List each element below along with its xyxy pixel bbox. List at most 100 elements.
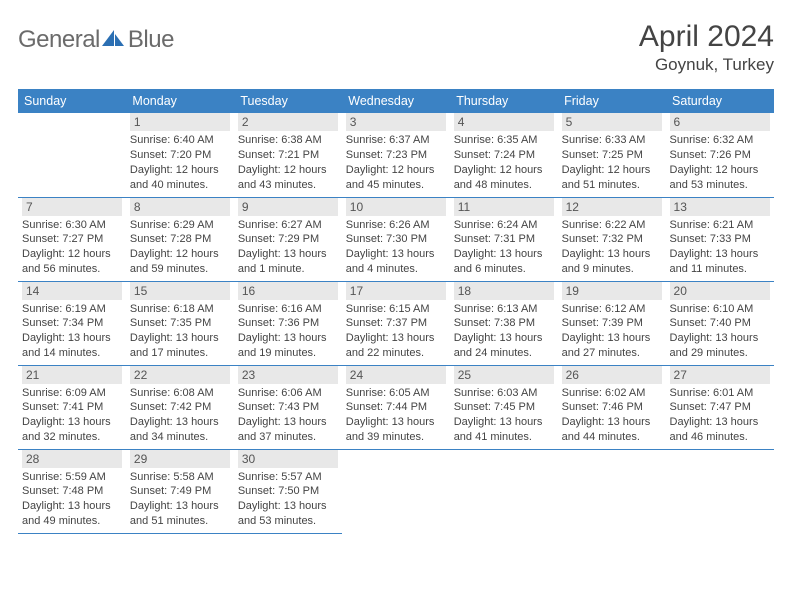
calendar-cell: 19Sunrise: 6:12 AMSunset: 7:39 PMDayligh… [558,281,666,365]
calendar-cell [666,449,774,533]
calendar-cell: 7Sunrise: 6:30 AMSunset: 7:27 PMDaylight… [18,197,126,281]
calendar-cell: 20Sunrise: 6:10 AMSunset: 7:40 PMDayligh… [666,281,774,365]
calendar-week-row: 28 Sunrise: 5:59 AMSunset: 7:48 PMDayligh… [18,449,774,533]
sunset-label: Sunset: [562,317,599,329]
sunrise-label: Sunrise: [130,219,170,231]
day-info: Sunrise: 6:24 AMSunset: 7:31 PMDaylight:… [454,218,554,277]
sunrise-label: Sunrise: [562,303,602,315]
sunrise-label: Sunrise: [238,219,278,231]
calendar-cell: 26Sunrise: 6:02 AMSunset: 7:46 PMDayligh… [558,365,666,449]
day-info: Sunrise: 6:05 AMSunset: 7:44 PMDaylight:… [346,386,446,445]
daylight-label: Daylight: [562,416,605,428]
day-number: 28 [22,450,122,468]
day-info: Sunrise: 5:57 AMSunset: 7:50 PMDaylight:… [238,470,338,529]
day-number: 26 [562,366,662,384]
daylight-label: Daylight: [346,164,389,176]
calendar-cell: 4Sunrise: 6:35 AMSunset: 7:24 PMDaylight… [450,113,558,197]
daylight-label: Daylight: [670,164,713,176]
sunrise-label: Sunrise: [238,134,278,146]
sunset-label: Sunset: [22,233,59,245]
sunset-label: Sunset: [562,149,599,161]
daylight-label: Daylight: [238,248,281,260]
calendar-cell: 22 Sunrise: 6:08 AMSunset: 7:42 PMDayligh… [126,365,234,449]
day-info: Sunrise: 6:01 AMSunset: 7:47 PMDaylight:… [670,386,770,445]
day-info: Sunrise: 6:33 AMSunset: 7:25 PMDaylight:… [562,133,662,192]
weekday-header: Monday [126,89,234,113]
sunset-label: Sunset: [454,401,491,413]
sunset-label: Sunset: [238,401,275,413]
sunrise-label: Sunrise: [562,219,602,231]
daylight-label: Daylight: [454,164,497,176]
daylight-label: Daylight: [346,248,389,260]
day-number: 4 [454,113,554,131]
daylight-label: Daylight: [454,332,497,344]
day-info: Sunrise: 6:15 AMSunset: 7:37 PMDaylight:… [346,302,446,361]
daylight-label: Daylight: [22,416,65,428]
day-number: 9 [238,198,338,216]
page: General Blue April 2024 Goynuk, Turkey S… [0,0,792,534]
sunrise-label: Sunrise: [346,387,386,399]
daylight-label: Daylight: [130,416,173,428]
location: Goynuk, Turkey [639,55,774,75]
day-number: 8 [130,198,230,216]
day-number: 16 [238,282,338,300]
calendar-cell: 24Sunrise: 6:05 AMSunset: 7:44 PMDayligh… [342,365,450,449]
sunrise-label: Sunrise: [454,303,494,315]
weekday-header: Friday [558,89,666,113]
day-info: Sunrise: 5:59 AMSunset: 7:48 PMDaylight:… [22,470,122,529]
sunrise-label: Sunrise: [130,134,170,146]
day-number: 22 [130,366,230,384]
sunset-label: Sunset: [130,401,167,413]
calendar-week-row: 14Sunrise: 6:19 AMSunset: 7:34 PMDayligh… [18,281,774,365]
daylight-label: Daylight: [670,332,713,344]
calendar-cell: 29Sunrise: 5:58 AMSunset: 7:49 PMDayligh… [126,449,234,533]
sunrise-label: Sunrise: [346,134,386,146]
day-info: Sunrise: 6:08 AMSunset: 7:42 PMDaylight:… [130,386,230,445]
sunset-label: Sunset: [22,485,59,497]
day-number: 5 [562,113,662,131]
day-number: 29 [130,450,230,468]
sunrise-label: Sunrise: [670,303,710,315]
sunset-label: Sunset: [454,149,491,161]
sunset-label: Sunset: [22,317,59,329]
day-info: Sunrise: 6:32 AMSunset: 7:26 PMDaylight:… [670,133,770,192]
calendar-cell: 13Sunrise: 6:21 AMSunset: 7:33 PMDayligh… [666,197,774,281]
daylight-label: Daylight: [562,332,605,344]
sunrise-label: Sunrise: [454,387,494,399]
daylight-label: Daylight: [670,416,713,428]
calendar-body: 1Sunrise: 6:40 AMSunset: 7:20 PMDaylight… [18,113,774,533]
daylight-label: Daylight: [22,332,65,344]
logo-word1: General [18,26,100,54]
day-info: Sunrise: 6:26 AMSunset: 7:30 PMDaylight:… [346,218,446,277]
day-info: Sunrise: 6:21 AMSunset: 7:33 PMDaylight:… [670,218,770,277]
calendar-cell: 25Sunrise: 6:03 AMSunset: 7:45 PMDayligh… [450,365,558,449]
day-info: Sunrise: 6:22 AMSunset: 7:32 PMDaylight:… [562,218,662,277]
sunset-label: Sunset: [670,401,707,413]
daylight-label: Daylight: [22,248,65,260]
sunset-label: Sunset: [130,149,167,161]
sunrise-label: Sunrise: [22,219,62,231]
logo: General Blue [18,20,174,54]
calendar-cell: 16Sunrise: 6:16 AMSunset: 7:36 PMDayligh… [234,281,342,365]
day-info: Sunrise: 6:13 AMSunset: 7:38 PMDaylight:… [454,302,554,361]
sunset-label: Sunset: [130,485,167,497]
daylight-label: Daylight: [238,500,281,512]
day-info: Sunrise: 6:27 AMSunset: 7:29 PMDaylight:… [238,218,338,277]
calendar-cell: 28 Sunrise: 5:59 AMSunset: 7:48 PMDayligh… [18,449,126,533]
sunset-label: Sunset: [346,401,383,413]
daylight-label: Daylight: [562,164,605,176]
calendar-cell: 12Sunrise: 6:22 AMSunset: 7:32 PMDayligh… [558,197,666,281]
sunset-label: Sunset: [238,485,275,497]
day-number: 14 [22,282,122,300]
sunset-label: Sunset: [454,233,491,245]
calendar-cell: 2Sunrise: 6:38 AMSunset: 7:21 PMDaylight… [234,113,342,197]
header: General Blue April 2024 Goynuk, Turkey [18,20,774,75]
daylight-label: Daylight: [670,248,713,260]
calendar-cell: 3Sunrise: 6:37 AMSunset: 7:23 PMDaylight… [342,113,450,197]
calendar-cell: 23Sunrise: 6:06 AMSunset: 7:43 PMDayligh… [234,365,342,449]
day-number: 17 [346,282,446,300]
month-title: April 2024 [639,20,774,53]
day-number: 23 [238,366,338,384]
sunrise-label: Sunrise: [346,219,386,231]
sunset-label: Sunset: [346,233,383,245]
